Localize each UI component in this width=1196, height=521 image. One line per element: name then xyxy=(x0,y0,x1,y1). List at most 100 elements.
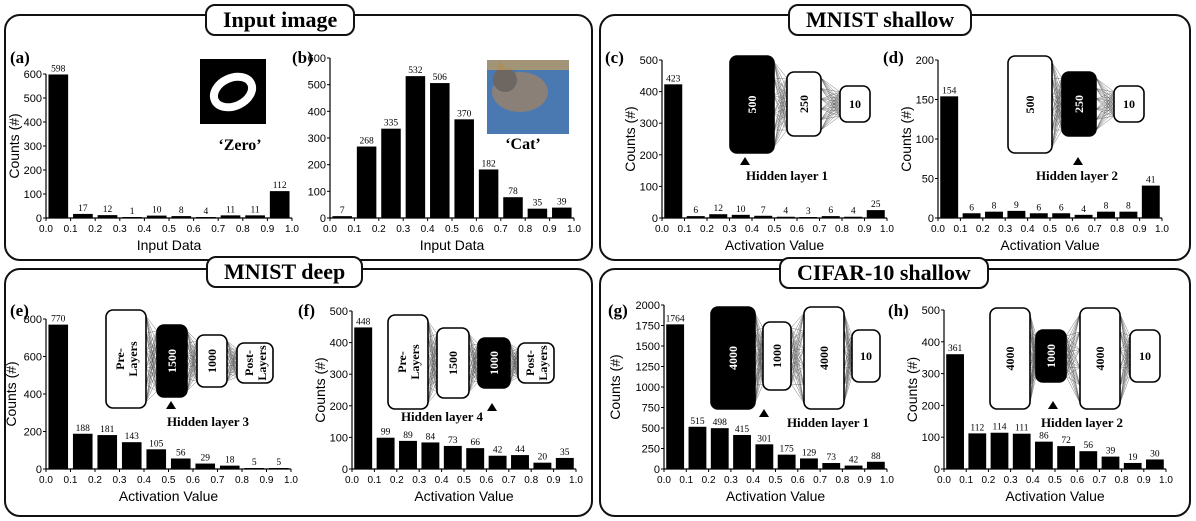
network-connection-d xyxy=(1095,91,1115,131)
bar-value-label-a-5: 8 xyxy=(179,206,184,216)
x-tick-label-a: 0.2 xyxy=(88,224,102,235)
network-connection-h xyxy=(1065,343,1081,350)
hidden-layer-pointer-h xyxy=(1048,401,1058,409)
bar-value-label-d-5: 6 xyxy=(1059,203,1064,213)
network-connection-e xyxy=(226,360,238,366)
network-connection-f xyxy=(468,366,479,393)
network-connection-e xyxy=(226,356,238,378)
network-connection-h xyxy=(1029,349,1037,377)
network-layer-label-g-3: 10 xyxy=(860,349,872,363)
network-connection-h xyxy=(1119,349,1131,361)
network-connection-f xyxy=(509,354,519,375)
network-connection-f xyxy=(427,345,438,404)
bar-value-label-f-8: 20 xyxy=(538,453,548,463)
network-connection-e xyxy=(226,340,238,355)
network-connection-f xyxy=(427,368,438,387)
y-axis-title-c: Counts (#) xyxy=(622,106,638,171)
network-connection-g xyxy=(790,330,805,385)
bar-c-1 xyxy=(686,216,705,218)
bar-value-label-h-5: 72 xyxy=(1061,436,1071,446)
network-connection-f xyxy=(468,343,479,381)
y-tick-label-h: 0 xyxy=(934,464,940,476)
panel-letter-c: (c) xyxy=(605,48,624,67)
bar-value-label-d-3: 9 xyxy=(1014,201,1019,211)
network-connection-e xyxy=(186,348,198,368)
network-connection-g xyxy=(790,348,805,351)
y-tick-label-g: 750 xyxy=(642,403,660,415)
bar-a-9 xyxy=(269,191,290,218)
network-layer-label-e-2: 1000 xyxy=(205,349,219,373)
network-connection-e xyxy=(145,330,158,385)
panel-title-mnist-deep: MNIST deep xyxy=(206,256,364,288)
network-connection-g xyxy=(790,348,805,385)
network-connection-d xyxy=(1051,112,1063,120)
bar-value-label-f-6: 42 xyxy=(493,446,503,456)
network-connection-c xyxy=(820,88,841,107)
network-connection-d xyxy=(1095,106,1115,110)
x-tick-label-b: 0.8 xyxy=(518,224,532,235)
network-layer-label-e-1: 1500 xyxy=(165,349,179,373)
x-tick-label-h: 0.6 xyxy=(1070,475,1084,486)
network-connection-d xyxy=(1051,109,1063,131)
bar-value-label-b-7: 78 xyxy=(508,187,518,197)
network-connection-h xyxy=(1065,331,1081,345)
panel-letter-h: (h) xyxy=(888,301,909,320)
bar-c-2 xyxy=(709,214,728,218)
network-connection-g xyxy=(754,339,764,368)
bar-d-5 xyxy=(1052,213,1071,218)
network-connection-c xyxy=(773,88,788,114)
network-connection-e xyxy=(145,378,158,403)
network-connection-d xyxy=(1095,98,1115,102)
network-connection-h xyxy=(1065,331,1081,337)
y-axis-title-h: Counts (#) xyxy=(904,357,920,422)
x-tick-label-h: 0.0 xyxy=(937,475,951,486)
network-connection-f xyxy=(468,381,479,393)
network-connection-e xyxy=(186,340,198,392)
bar-value-label-g-4: 301 xyxy=(757,434,772,444)
network-layer-label-h-0: 4000 xyxy=(1003,347,1017,371)
y-axis-title-a: Counts (#) xyxy=(6,113,22,178)
x-axis-title-d: Activation Value xyxy=(1000,237,1100,253)
network-connection-d xyxy=(1051,88,1063,131)
y-tick-label-e: 0 xyxy=(36,464,42,476)
bar-d-0 xyxy=(940,96,959,218)
zero-digit-stroke xyxy=(209,72,257,112)
network-connection-g xyxy=(843,348,853,369)
network-connection-d xyxy=(1095,88,1115,93)
network-connection-h xyxy=(1065,367,1081,369)
network-connection-g xyxy=(790,312,805,373)
bar-value-label-b-9: 39 xyxy=(557,198,567,208)
network-connection-d xyxy=(1095,111,1115,120)
network-connection-h xyxy=(1065,335,1081,386)
network-connection-h xyxy=(1119,331,1131,337)
network-connection-d xyxy=(1051,129,1063,148)
network-connection-e xyxy=(186,340,198,344)
bar-e-5 xyxy=(170,458,191,469)
x-tick-label-d: 0.5 xyxy=(1043,224,1057,235)
network-connection-c xyxy=(773,98,788,114)
network-connection-g xyxy=(754,312,764,329)
network-connection-e xyxy=(186,340,198,368)
network-connection-h xyxy=(1119,331,1131,345)
y-axis-title-e: Counts (#) xyxy=(3,361,19,426)
network-connection-c xyxy=(820,77,841,107)
network-connection-f xyxy=(427,320,438,346)
y-tick-label-h: 100 xyxy=(922,432,940,444)
network-diagram-c: 500 250 10 Hidden layer 1 xyxy=(729,55,871,183)
y-tick-label-f: 200 xyxy=(330,401,348,413)
y-tick-label-h: 300 xyxy=(922,369,940,381)
network-connection-f xyxy=(468,351,479,393)
network-connection-f xyxy=(468,351,479,369)
x-tick-label-g: 0.3 xyxy=(724,475,738,486)
y-tick-label-c: 0 xyxy=(652,213,658,225)
bar-value-label-d-2: 8 xyxy=(992,202,997,212)
y-tick-label-f: 400 xyxy=(330,338,348,350)
hidden-layer-pointer-e xyxy=(166,401,176,409)
bar-value-label-g-2: 498 xyxy=(713,418,728,428)
network-connection-f xyxy=(427,320,438,335)
network-connection-h xyxy=(1119,335,1131,368)
network-connection-d xyxy=(1051,77,1063,80)
y-tick-label-f: 500 xyxy=(330,306,348,318)
bar-e-2 xyxy=(97,435,118,469)
bar-value-label-d-8: 8 xyxy=(1126,202,1131,212)
